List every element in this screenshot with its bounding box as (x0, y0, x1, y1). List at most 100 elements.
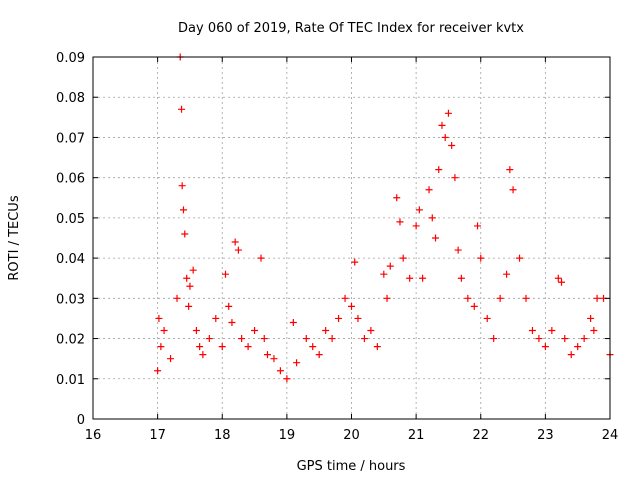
data-point (451, 174, 459, 182)
data-point (428, 214, 436, 222)
data-point (218, 343, 226, 351)
data-point (181, 230, 189, 238)
data-point (548, 327, 556, 335)
data-point (425, 186, 433, 194)
data-point (231, 238, 239, 246)
x-tick-label: 16 (85, 428, 102, 443)
y-tick-label: 0 (77, 413, 85, 428)
data-point (173, 294, 181, 302)
data-point (196, 343, 204, 351)
data-point (244, 343, 252, 351)
data-point (522, 294, 530, 302)
data-point (251, 327, 259, 335)
data-point (396, 218, 404, 226)
data-point (399, 254, 407, 262)
y-tick-label: 0.05 (56, 212, 85, 227)
data-point (444, 109, 452, 117)
data-point (373, 343, 381, 351)
grid-lines (93, 57, 610, 419)
x-tick-label: 18 (214, 428, 231, 443)
data-point (360, 335, 368, 343)
data-point (419, 274, 427, 282)
data-point (541, 343, 549, 351)
data-point (183, 274, 191, 282)
data-point (322, 327, 330, 335)
data-point (205, 335, 213, 343)
data-point (351, 258, 359, 266)
x-tick-label: 21 (408, 428, 425, 443)
data-point (593, 294, 601, 302)
data-point (221, 270, 229, 278)
data-point (380, 270, 388, 278)
data-point (483, 314, 491, 322)
data-point (186, 282, 194, 290)
x-tick-label: 24 (602, 428, 619, 443)
data-point (257, 254, 265, 262)
data-point (567, 351, 575, 359)
data-point (157, 343, 165, 351)
data-point (435, 166, 443, 174)
data-point (383, 294, 391, 302)
data-point (160, 327, 168, 335)
data-point (590, 327, 598, 335)
data-point (432, 234, 440, 242)
data-point (199, 351, 207, 359)
data-point (506, 166, 514, 174)
data-point (574, 343, 582, 351)
data-point (554, 274, 562, 282)
data-point (516, 254, 524, 262)
data-point (225, 302, 233, 310)
data-point (441, 133, 449, 141)
x-tick-label: 17 (149, 428, 166, 443)
y-axis-label: ROTI / TECUs (7, 195, 22, 280)
y-tick-label: 0.03 (56, 292, 85, 307)
data-point (558, 278, 566, 286)
data-point (155, 314, 163, 322)
data-point (535, 335, 543, 343)
x-tick-label: 23 (537, 428, 554, 443)
data-point (412, 222, 420, 230)
data-point (234, 246, 242, 254)
y-tick-label: 0.06 (56, 172, 85, 187)
data-point (580, 335, 588, 343)
data-point (263, 351, 271, 359)
data-point (415, 206, 423, 214)
data-point (341, 294, 349, 302)
data-point (496, 294, 504, 302)
data-point (212, 314, 220, 322)
x-tick-label: 20 (343, 428, 360, 443)
data-point (289, 318, 297, 326)
data-point (185, 302, 193, 310)
data-point (474, 222, 482, 230)
data-point (509, 186, 517, 194)
data-point (348, 302, 355, 310)
data-point (178, 182, 186, 190)
data-point (470, 302, 478, 310)
data-point (386, 262, 394, 270)
x-tick-label: 19 (279, 428, 296, 443)
data-point (587, 314, 595, 322)
y-tick-label: 0.07 (56, 131, 85, 146)
x-axis: 16 17 18 19 20 21 22 23 24 (85, 57, 619, 443)
data-point (457, 274, 465, 282)
data-points (154, 53, 614, 383)
data-point (438, 121, 446, 129)
data-point (189, 266, 197, 274)
data-point (448, 141, 456, 149)
data-point (283, 375, 291, 383)
data-point (406, 274, 414, 282)
data-point (561, 335, 569, 343)
y-axis: 0 0.01 0.02 0.03 0.04 0.05 0.06 0.07 0.08 0.09 (56, 51, 610, 428)
data-point (503, 270, 511, 278)
x-axis-label: GPS time / hours (297, 459, 406, 474)
y-tick-label: 0.09 (56, 51, 85, 66)
chart-title: Day 060 of 2019, Rate Of TEC Index for r… (178, 21, 524, 36)
y-tick-label: 0.04 (56, 252, 85, 267)
data-point (276, 367, 284, 375)
y-tick-label: 0.08 (56, 91, 85, 106)
y-tick-label: 0.01 (56, 373, 85, 388)
data-point (260, 335, 268, 343)
data-point (367, 327, 375, 335)
data-point (238, 335, 246, 343)
